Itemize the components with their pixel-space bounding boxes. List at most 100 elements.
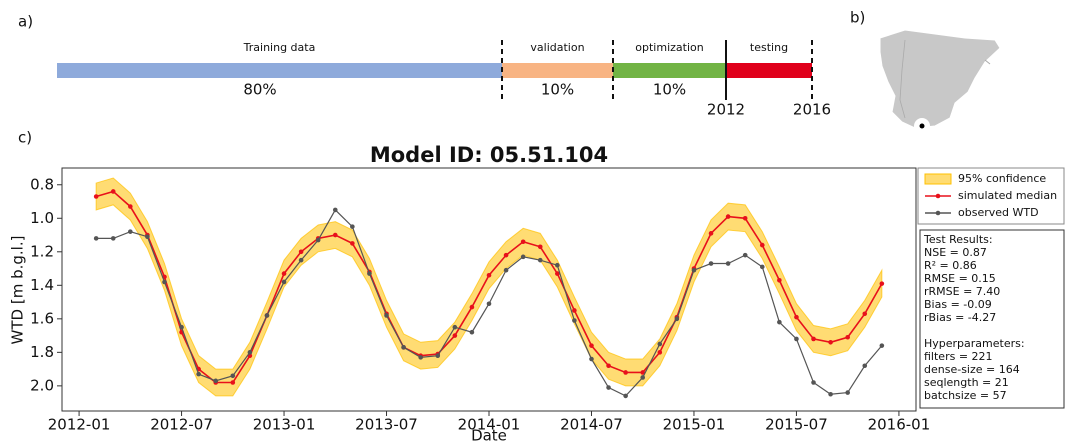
- series-point: [640, 370, 646, 375]
- series-point: [230, 380, 236, 385]
- series-point: [572, 308, 577, 313]
- year-label: 2012: [707, 101, 745, 119]
- segment-share: 10%: [541, 81, 574, 99]
- confidence-band: [95, 177, 883, 397]
- timeline-segment: [502, 63, 613, 78]
- legend-label: simulated median: [958, 189, 1057, 202]
- timeline-segment: [726, 63, 812, 78]
- y-tick-label: 1.2: [30, 242, 54, 260]
- series-point: [674, 316, 680, 322]
- info-line: seqlength = 21: [924, 376, 1009, 389]
- chart-title: Model ID: 05.51.104: [370, 143, 608, 167]
- y-tick-label: 1.4: [30, 276, 54, 294]
- series-point: [725, 214, 731, 219]
- series-point: [452, 324, 458, 330]
- series-point: [179, 324, 184, 330]
- series-point: [606, 385, 611, 390]
- series-point: [520, 254, 526, 260]
- series-point: [110, 189, 116, 194]
- series-point: [298, 249, 304, 255]
- series-point: [879, 343, 885, 348]
- series-point: [110, 236, 116, 241]
- series-point: [862, 363, 868, 369]
- series-point: [708, 231, 714, 236]
- series-point: [435, 353, 441, 358]
- series-point: [486, 301, 492, 307]
- y-tick-label: 0.8: [30, 175, 54, 193]
- info-box: [919, 229, 1065, 409]
- info-line: filters = 221: [924, 350, 993, 363]
- panel-label: a): [18, 13, 33, 31]
- info-line: Test Results:: [923, 233, 993, 246]
- series-point: [794, 314, 799, 320]
- series-point: [589, 356, 594, 362]
- info-line: dense-size = 164: [924, 363, 1020, 376]
- timeline-segment: [613, 63, 726, 78]
- series-point: [128, 229, 133, 234]
- series-point: [520, 239, 526, 245]
- series-point: [691, 267, 697, 273]
- site-dot: [919, 123, 925, 129]
- series-point: [401, 345, 406, 350]
- series-point: [845, 390, 850, 395]
- series-point: [93, 236, 99, 241]
- series-point: [452, 333, 458, 338]
- series-point: [657, 350, 663, 355]
- series-point: [264, 313, 270, 318]
- series-point: [589, 343, 594, 348]
- series-point: [708, 261, 714, 266]
- series-point: [759, 242, 765, 248]
- panel-label: b): [850, 9, 865, 27]
- series-point: [350, 241, 355, 246]
- series-point: [606, 363, 611, 369]
- info-line: Bias = -0.09: [924, 298, 992, 311]
- legend-swatch: [935, 210, 941, 216]
- info-line: batchsize = 57: [924, 389, 1007, 402]
- series-point: [555, 262, 560, 268]
- y-tick-label: 1.0: [30, 209, 54, 227]
- series-point: [759, 264, 765, 270]
- x-tick-label: 2015-01: [663, 416, 726, 434]
- series-point: [828, 339, 833, 345]
- series-point: [879, 281, 885, 286]
- x-tick-label: 2014-07: [560, 416, 623, 434]
- series-point: [503, 267, 509, 273]
- map: [879, 29, 1001, 134]
- series-point: [213, 378, 219, 384]
- series-point: [572, 318, 577, 323]
- segment-label: validation: [530, 41, 584, 54]
- series-point: [742, 252, 748, 258]
- segment-label: optimization: [635, 41, 703, 54]
- segment-label: testing: [750, 41, 788, 54]
- info-line: rRMSE = 7.40: [924, 285, 1000, 298]
- segment-label: Training data: [243, 41, 316, 54]
- series-point: [281, 271, 287, 276]
- series-point: [486, 272, 492, 278]
- panel-label: c): [18, 129, 32, 147]
- series-point: [469, 329, 475, 335]
- x-tick-label: 2013-01: [253, 416, 316, 434]
- info-line: rBias = -4.27: [924, 311, 996, 324]
- series-point: [623, 370, 628, 375]
- series-point: [725, 261, 731, 266]
- y-axis-label: WTD [m b.g.l.]: [9, 236, 27, 345]
- series-point: [623, 393, 628, 399]
- series-point: [128, 204, 133, 209]
- series-point: [145, 234, 150, 240]
- series-point: [811, 380, 816, 385]
- year-label: 2016: [793, 101, 831, 119]
- series-point: [93, 194, 99, 199]
- series-point: [794, 336, 799, 342]
- x-tick-label: 2015-07: [765, 416, 828, 434]
- series-point: [555, 271, 560, 276]
- series-point: [742, 215, 748, 221]
- series-point: [537, 244, 543, 250]
- series-point: [298, 257, 304, 263]
- series-point: [247, 350, 253, 355]
- series-point: [811, 336, 816, 342]
- info-line: R² = 0.86: [924, 259, 977, 272]
- series-point: [828, 391, 833, 397]
- info-line: NSE = 0.87: [924, 246, 987, 259]
- series-point: [281, 279, 287, 285]
- legend-swatch: [935, 193, 941, 199]
